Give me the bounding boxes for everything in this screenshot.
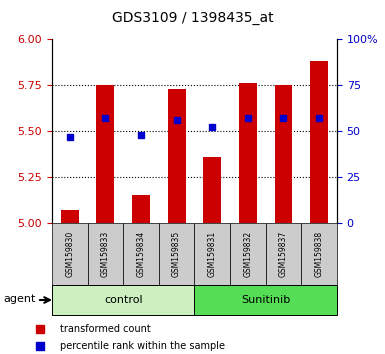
Bar (168, 88, 186, 223)
Text: GSM159835: GSM159835 (172, 231, 181, 277)
Bar (301, 223, 337, 285)
Bar (310, 61, 328, 223)
Text: GSM159833: GSM159833 (101, 231, 110, 277)
Text: GSM159832: GSM159832 (243, 231, 252, 277)
Text: GSM159831: GSM159831 (208, 231, 217, 277)
Text: control: control (104, 295, 142, 305)
Bar (123, 223, 159, 285)
Text: GSM159837: GSM159837 (279, 231, 288, 277)
Text: percentile rank within the sample: percentile rank within the sample (60, 341, 226, 351)
Bar (97, 85, 114, 223)
Bar (61, 210, 79, 223)
Text: Sunitinib: Sunitinib (241, 295, 290, 305)
Bar (239, 83, 257, 223)
Bar (159, 223, 194, 285)
Bar (230, 223, 266, 285)
Bar (203, 157, 221, 223)
Bar (52, 285, 194, 315)
Bar (88, 223, 123, 285)
Bar (266, 223, 301, 285)
Bar (52, 223, 88, 285)
Text: transformed count: transformed count (60, 324, 151, 333)
Bar (275, 85, 292, 223)
Text: GDS3109 / 1398435_at: GDS3109 / 1398435_at (112, 11, 273, 25)
Text: GSM159830: GSM159830 (65, 231, 74, 277)
Text: agent: agent (3, 293, 35, 303)
Bar (132, 195, 150, 223)
Bar (194, 285, 337, 315)
Bar (194, 223, 230, 285)
Text: GSM159838: GSM159838 (315, 231, 323, 277)
Text: GSM159834: GSM159834 (137, 231, 146, 277)
